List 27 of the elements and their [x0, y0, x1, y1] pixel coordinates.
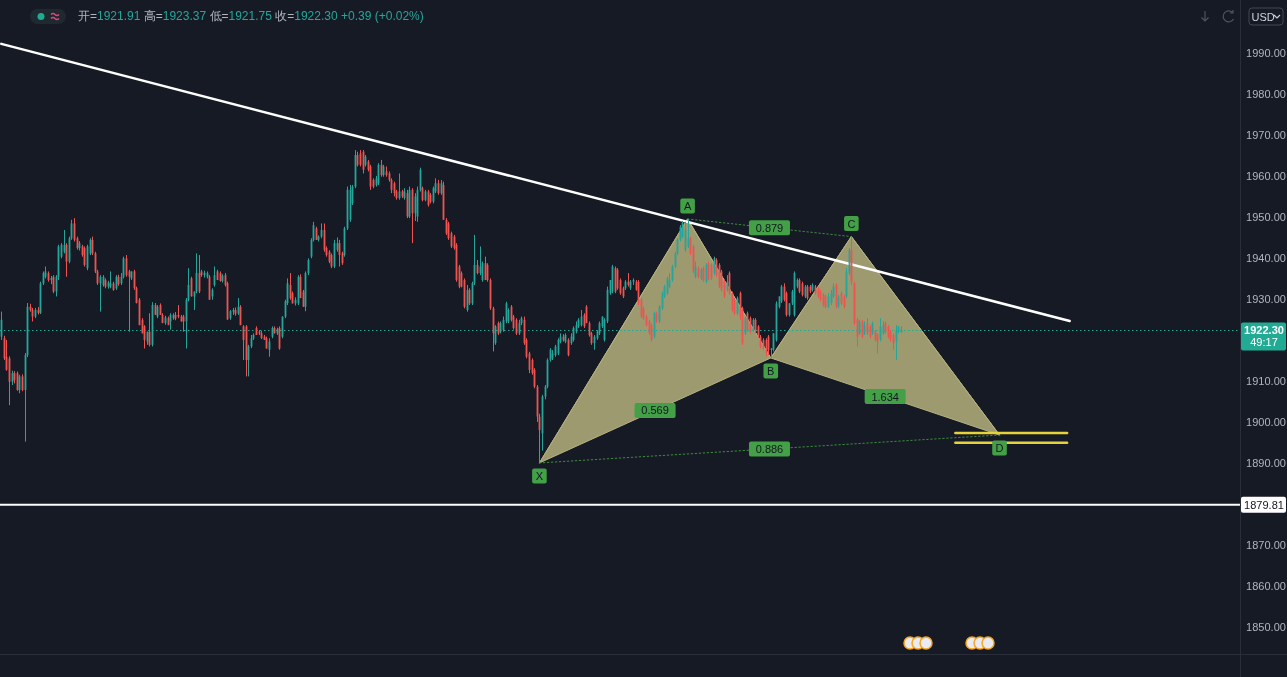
y-tick-label: 1960.00: [1246, 169, 1286, 182]
y-tick-label: 1850.00: [1246, 620, 1286, 633]
annotation: 0.569: [641, 404, 669, 417]
ref-line-label: 1879.81: [1244, 498, 1284, 511]
y-tick-label: 1910.00: [1246, 374, 1286, 387]
y-axis-title: USD: [1251, 10, 1275, 23]
annotation: C: [847, 217, 856, 230]
annotation: A: [683, 199, 692, 212]
y-tick-label: 1890.00: [1246, 456, 1286, 469]
y-tick-label: 1980.00: [1246, 87, 1286, 100]
annotation: X: [535, 469, 544, 482]
text: 开=1921.91 高=1923.37 低=1921.75 收=1922.30 +0.39 (+0.02%): [78, 9, 424, 23]
y-tick-label: 1860.00: [1246, 579, 1286, 592]
y-tick-label: 1940.00: [1246, 251, 1286, 264]
y-tick-label: 1990.00: [1246, 46, 1286, 59]
annotation: B: [767, 364, 775, 377]
y-tick-label: 1950.00: [1246, 210, 1286, 223]
y-tick-label: 1900.00: [1246, 415, 1286, 428]
annotation: 0.879: [755, 221, 784, 234]
annotation: D: [995, 442, 1004, 455]
annotation: 1.634: [871, 390, 899, 403]
ref-line-label: 1922.30: [1244, 324, 1284, 337]
y-tick-label: 1870.00: [1246, 538, 1286, 551]
text: 49:17: [1250, 336, 1278, 349]
y-tick-label: 1970.00: [1246, 128, 1286, 141]
y-tick-label: 1930.00: [1246, 292, 1286, 305]
annotation: 0.886: [755, 442, 784, 455]
